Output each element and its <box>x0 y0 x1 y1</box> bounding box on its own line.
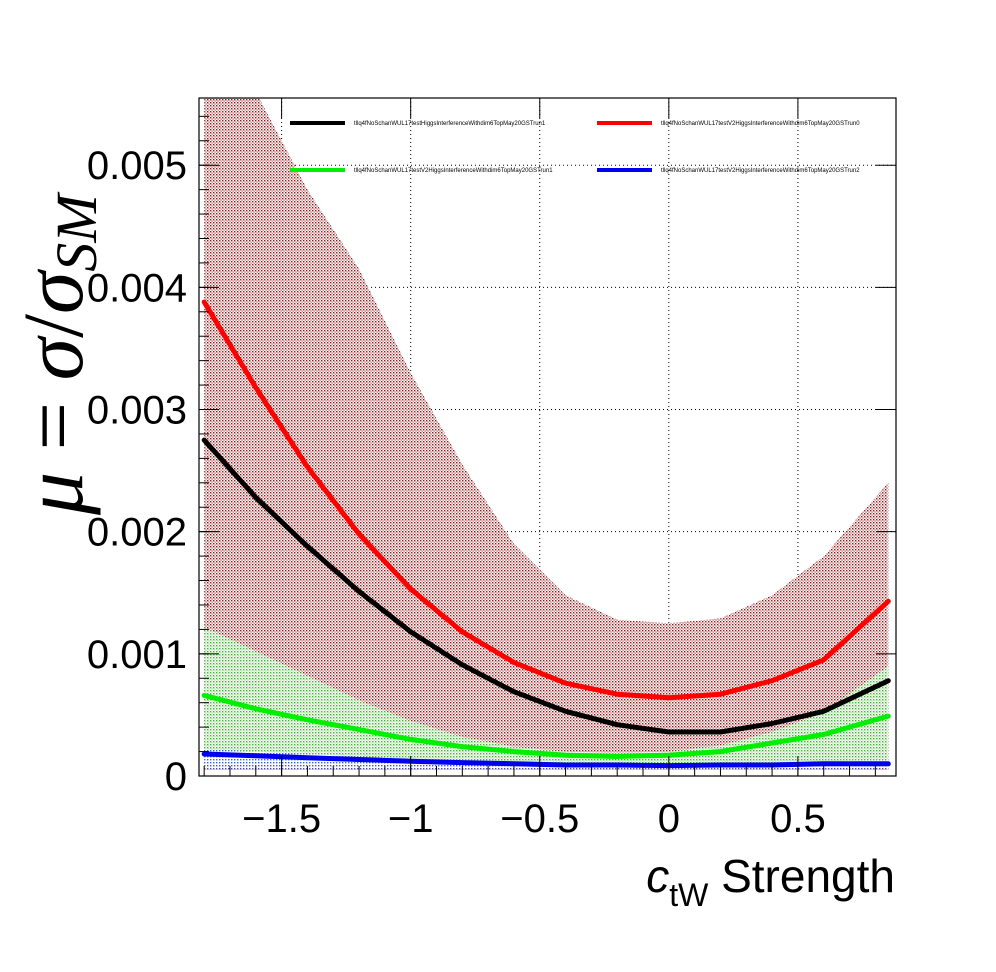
uncertainty-band-0 <box>204 98 889 770</box>
legend-entry-3: tllq4fNoSchanWUL17testV2HiggsInterferenc… <box>661 168 860 174</box>
uncertainty-bands <box>204 98 889 770</box>
x-tick-label: −0.5 <box>500 797 579 841</box>
x-tick-label: 0.5 <box>770 797 826 841</box>
y-tick-label: 0.004 <box>87 266 187 310</box>
plot-frame <box>198 97 897 777</box>
legend-entry-0: tllq4fNoSchanWUL17testHiggsInterferenceW… <box>354 121 546 127</box>
series-line-1 <box>201 299 891 701</box>
x-tick-label: −1.5 <box>242 797 321 841</box>
y-tick-label: 0.005 <box>87 144 187 188</box>
x-tick-label: 0 <box>658 797 680 841</box>
y-tick-label: 0 <box>165 755 187 799</box>
legend-entry-2: tllq4fNoSchanWUL17testV2HiggsInterferenc… <box>354 168 553 174</box>
x-tick-label: −1 <box>388 797 434 841</box>
x-axis-title: ctW Strength <box>646 850 895 913</box>
y-tick-label: 0.003 <box>87 389 187 433</box>
y-tick-label: 0.002 <box>87 511 187 555</box>
series-line-0 <box>201 437 891 735</box>
uncertainty-band-2 <box>204 627 889 764</box>
legend: tllq4fNoSchanWUL17testHiggsInterferenceW… <box>290 121 860 174</box>
y-axis-title: μ = σ/σSM <box>5 192 109 516</box>
legend-entry-1: tllq4fNoSchanWUL17testV2HiggsInterferenc… <box>661 121 860 127</box>
series-line-2 <box>201 692 891 759</box>
axis-ticks: −1.5 −1 −0.5 0 0.5 0 0.001 0.002 0.003 0.004 0.005 <box>87 98 896 841</box>
y-tick-label: 0.001 <box>87 633 187 677</box>
